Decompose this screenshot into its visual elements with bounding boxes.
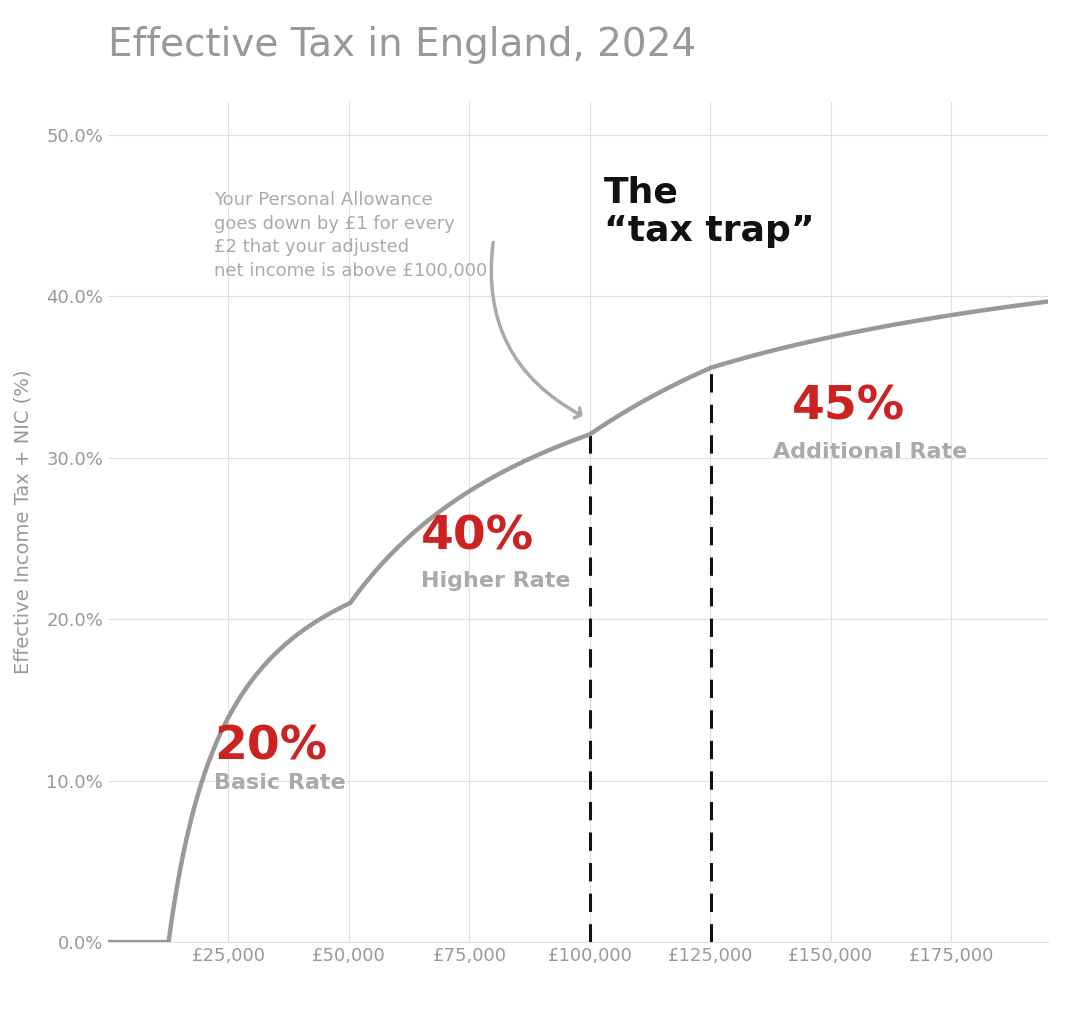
Text: 45%: 45% (793, 385, 905, 430)
Text: 40%: 40% (421, 514, 535, 559)
Text: Effective Tax in England, 2024: Effective Tax in England, 2024 (108, 26, 697, 63)
Text: Higher Rate: Higher Rate (421, 570, 570, 591)
Text: The
“tax trap”: The “tax trap” (605, 175, 815, 249)
Text: 20%: 20% (214, 724, 327, 769)
Text: Additional Rate: Additional Rate (773, 441, 968, 462)
Text: Your Personal Allowance
goes down by £1 for every
£2 that your adjusted
net inco: Your Personal Allowance goes down by £1 … (214, 191, 487, 280)
Text: Basic Rate: Basic Rate (214, 772, 346, 793)
Y-axis label: Effective Income Tax + NIC (%): Effective Income Tax + NIC (%) (13, 370, 32, 675)
